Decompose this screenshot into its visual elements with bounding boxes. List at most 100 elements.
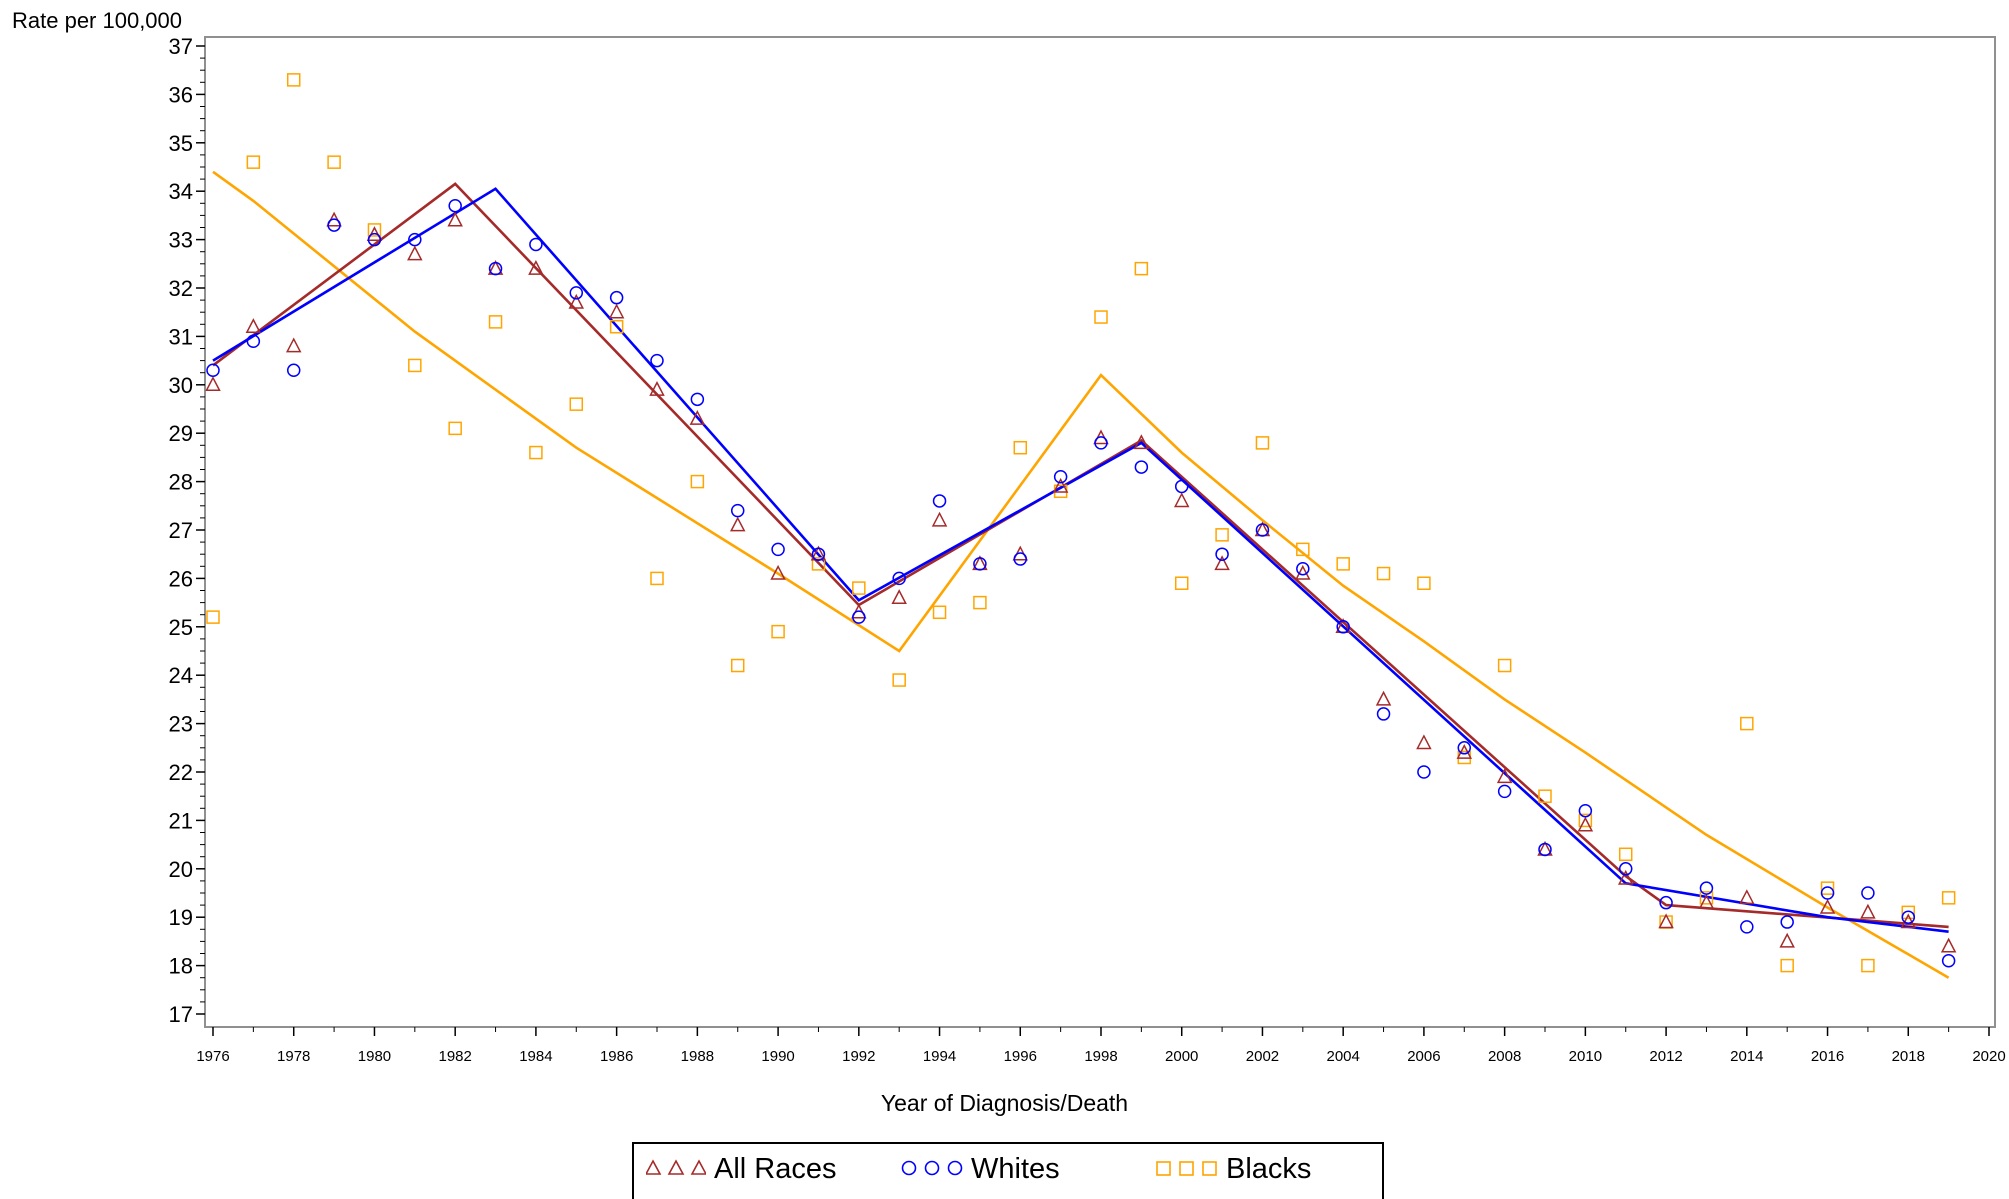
x-tick-label: 1988 [681,1048,714,1065]
point-all-races [1698,894,1715,909]
legend-label-blacks: Blacks [1226,1152,1312,1185]
point-blacks [650,571,664,586]
y-tick-label: 36 [169,82,193,107]
point-whites [1780,915,1794,929]
x-tick-label: 2010 [1569,1048,1602,1065]
x-tick-label: 2020 [1972,1048,2005,1065]
point-whites [1699,881,1714,895]
point-blacks [1538,789,1552,803]
point-whites [811,547,826,561]
x-tick-label: 2018 [1892,1048,1925,1065]
point-all-races [1900,913,1917,929]
trend-lines [212,170,1950,979]
plot-border [204,36,1996,1028]
point-all-races [568,293,585,309]
point-whites [1053,470,1068,484]
point-all-races [1940,937,1957,953]
point-whites [1457,741,1472,755]
point-all-races [1779,932,1795,948]
point-whites [1255,523,1270,537]
point-whites [529,237,543,252]
point-blacks [1941,891,1956,905]
x-tick-label: 1992 [842,1048,875,1065]
point-blacks [1861,958,1875,973]
point-blacks [206,610,220,624]
x-tick-label: 1990 [761,1048,794,1065]
point-whites [1336,620,1350,634]
point-blacks [892,673,906,687]
point-blacks [1134,261,1149,276]
trend-line-all-races [212,182,1949,929]
point-whites [1901,910,1916,924]
triangle-marker-icon [646,1159,706,1176]
point-all-races [1173,492,1190,508]
point-all-races [1052,477,1069,493]
point-all-races [1375,690,1392,706]
point-all-races [285,337,302,353]
point-blacks [1174,576,1189,590]
circle-marker-icon [901,1161,963,1176]
data-points [205,73,1957,973]
point-blacks [1780,958,1794,973]
point-whites [1740,920,1754,934]
point-whites [932,494,947,508]
point-blacks [1215,528,1229,542]
point-whites [367,232,382,247]
point-blacks [1296,542,1310,557]
point-whites [569,286,584,300]
plot-frame [204,36,1996,1028]
point-blacks [1336,557,1350,571]
point-whites [771,542,785,557]
y-axis-title: Rate per 100,000 [12,8,183,33]
point-whites [1861,886,1875,900]
x-tick-label: 1980 [358,1048,391,1065]
x-tick-label: 1986 [600,1048,633,1065]
point-whites [1013,552,1028,566]
x-tick-label: 2000 [1165,1048,1198,1065]
y-tick-label: 17 [169,1002,193,1027]
point-blacks [1497,658,1512,673]
x-tick-label: 2004 [1326,1048,1359,1065]
point-whites [1659,895,1673,910]
point-blacks [569,397,584,411]
y-tick-label: 19 [169,905,193,930]
point-all-races [729,516,746,532]
point-all-races [447,211,463,227]
y-tick-label: 20 [169,857,193,882]
y-tick-label: 21 [169,808,193,833]
point-blacks [811,557,826,571]
y-tick-label: 22 [169,760,193,785]
point-blacks [852,581,866,595]
point-all-races [1819,898,1836,914]
point-all-races [1496,768,1513,784]
point-blacks [609,319,624,334]
point-blacks [1699,891,1714,905]
y-tick-label: 29 [169,421,193,446]
point-blacks [529,445,543,460]
y-tick-label: 25 [169,615,193,640]
point-all-races [608,303,625,319]
point-all-races [1214,555,1230,571]
point-whites [1134,460,1149,474]
point-whites [1174,479,1189,494]
point-blacks [1618,847,1633,862]
point-whites [1094,436,1108,450]
point-whites [1296,561,1310,576]
point-blacks [730,658,745,673]
point-blacks [1094,310,1108,324]
x-tick-label: 1984 [519,1048,552,1065]
point-whites [690,392,705,407]
point-blacks [1901,905,1916,920]
point-blacks [973,595,987,610]
point-all-races [649,381,665,396]
point-all-races [770,564,786,580]
point-whites [892,571,906,586]
point-whites [1376,707,1391,721]
x-tick-label: 1996 [1004,1048,1037,1065]
point-blacks [1820,881,1835,895]
square-marker-icon [1156,1161,1217,1177]
y-axis: 17 18 19 20 21 22 23 24 25 26 27 28 29 30 31 32 33 34 35 36… [169,34,205,1027]
y-tick-label: 24 [169,663,193,688]
point-whites [408,232,422,247]
